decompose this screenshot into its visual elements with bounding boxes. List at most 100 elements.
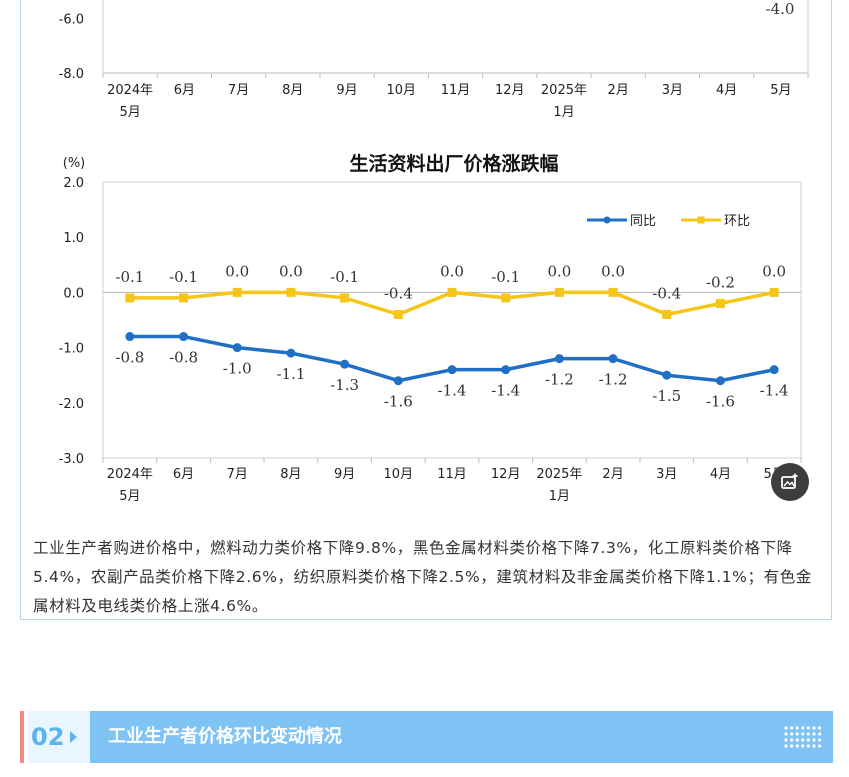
section-title: 工业生产者价格环比变动情况 (108, 726, 342, 747)
data-label: 0.0 (547, 262, 571, 280)
legend-label: 同比 (630, 214, 656, 229)
y-tick-label: 2.0 (63, 176, 84, 191)
data-point (340, 359, 350, 369)
chevron-right-icon (70, 731, 77, 743)
x-tick-label: 5月 (119, 105, 140, 120)
x-tick-label: 2024年 (107, 467, 153, 482)
data-point (340, 293, 350, 303)
dot (818, 732, 822, 736)
x-tick-label: 3月 (662, 83, 683, 98)
dot (795, 726, 799, 730)
data-label: -1.6 (706, 393, 735, 411)
data-point (662, 370, 672, 380)
x-tick-label: 10月 (386, 83, 416, 98)
x-tick-label: 9月 (334, 467, 355, 482)
y-tick-label: -6.0 (59, 13, 84, 28)
data-label: -1.0 (223, 360, 252, 378)
dot (818, 738, 822, 742)
image-add-icon (781, 473, 798, 489)
dot (801, 726, 805, 730)
section-header: 02 工业生产者价格环比变动情况 (20, 711, 833, 763)
x-tick-label: 5月 (119, 489, 140, 504)
x-tick-label: 3月 (656, 467, 677, 482)
dot (784, 726, 788, 730)
data-label: -1.2 (545, 371, 574, 389)
dot (806, 744, 810, 748)
data-point (125, 293, 135, 303)
dot (795, 732, 799, 736)
x-tick-label: 2025年 (536, 467, 582, 482)
dot (812, 726, 816, 730)
section-number: 02 (28, 711, 90, 763)
data-point (232, 287, 242, 297)
dot (790, 744, 794, 748)
image-add-button[interactable] (771, 463, 809, 501)
data-label: 0.0 (601, 262, 625, 280)
y-tick-label: 1.0 (63, 231, 84, 246)
legend-marker (697, 216, 705, 224)
x-tick-label: 1月 (553, 105, 574, 120)
x-tick-label: 7月 (227, 467, 248, 482)
dot (790, 738, 794, 742)
data-point (447, 365, 457, 375)
x-tick-label: 8月 (282, 83, 303, 98)
data-label: -1.4 (760, 382, 789, 400)
x-tick-label: 2月 (608, 83, 629, 98)
data-point (662, 309, 672, 319)
x-tick-label: 4月 (716, 83, 737, 98)
x-tick-label: 2024年 (107, 83, 153, 98)
x-tick-label: 11月 (441, 83, 471, 98)
data-point (769, 287, 779, 297)
data-point (554, 354, 564, 364)
data-point (232, 343, 242, 353)
data-label: -0.8 (115, 349, 144, 367)
dots-grid-icon (784, 726, 822, 748)
x-tick-label: 6月 (173, 467, 194, 482)
dot (801, 732, 805, 736)
dot (784, 732, 788, 736)
data-point (715, 298, 725, 308)
x-tick-label: 2月 (602, 467, 623, 482)
data-label: -0.1 (330, 268, 359, 286)
data-point (608, 287, 618, 297)
data-label: -1.4 (438, 382, 467, 400)
section-title-bar: 工业生产者价格环比变动情况 (90, 711, 833, 763)
dot (812, 744, 816, 748)
data-label: -0.4 (652, 284, 681, 302)
data-point (501, 293, 511, 303)
data-label: 0.0 (762, 262, 786, 280)
legend-label: 环比 (724, 214, 750, 229)
dot (812, 732, 816, 736)
data-label: -1.3 (330, 376, 359, 394)
data-label: 0.0 (440, 262, 464, 280)
x-tick-label: 4月 (710, 467, 731, 482)
x-tick-label: 2025年 (541, 83, 587, 98)
data-label: 0.0 (279, 262, 303, 280)
data-point (501, 365, 511, 375)
x-tick-label: 7月 (228, 83, 249, 98)
data-label: -4.0 (766, 0, 795, 18)
data-label: -1.2 (599, 371, 628, 389)
summary-paragraph: 工业生产者购进价格中，燃料动力类价格下降9.8%，黑色金属材料类价格下降7.3%… (33, 538, 812, 615)
dot (790, 732, 794, 736)
data-label: -0.4 (384, 284, 413, 302)
data-label: -1.1 (276, 365, 305, 383)
dot (806, 726, 810, 730)
dot (818, 726, 822, 730)
y-tick-label: -2.0 (59, 397, 84, 412)
x-tick-label: 9月 (336, 83, 357, 98)
dot (795, 744, 799, 748)
x-tick-label: 10月 (384, 467, 414, 482)
chart-consumer-goods-price: 生活资料出厂价格涨跌幅 (%) 2.0 1.0 0.0 -1.0 -2.0 -3.0 2024年… (59, 152, 802, 504)
y-unit-label: (%) (63, 156, 86, 171)
data-point (715, 376, 725, 386)
data-point (769, 365, 779, 375)
dot (790, 726, 794, 730)
data-point (179, 293, 189, 303)
data-label: -0.8 (169, 349, 198, 367)
y-tick-label: -8.0 (59, 67, 84, 82)
plot-area (102, 181, 802, 459)
data-point (447, 287, 457, 297)
dot (806, 732, 810, 736)
x-tick-label: 11月 (437, 467, 467, 482)
